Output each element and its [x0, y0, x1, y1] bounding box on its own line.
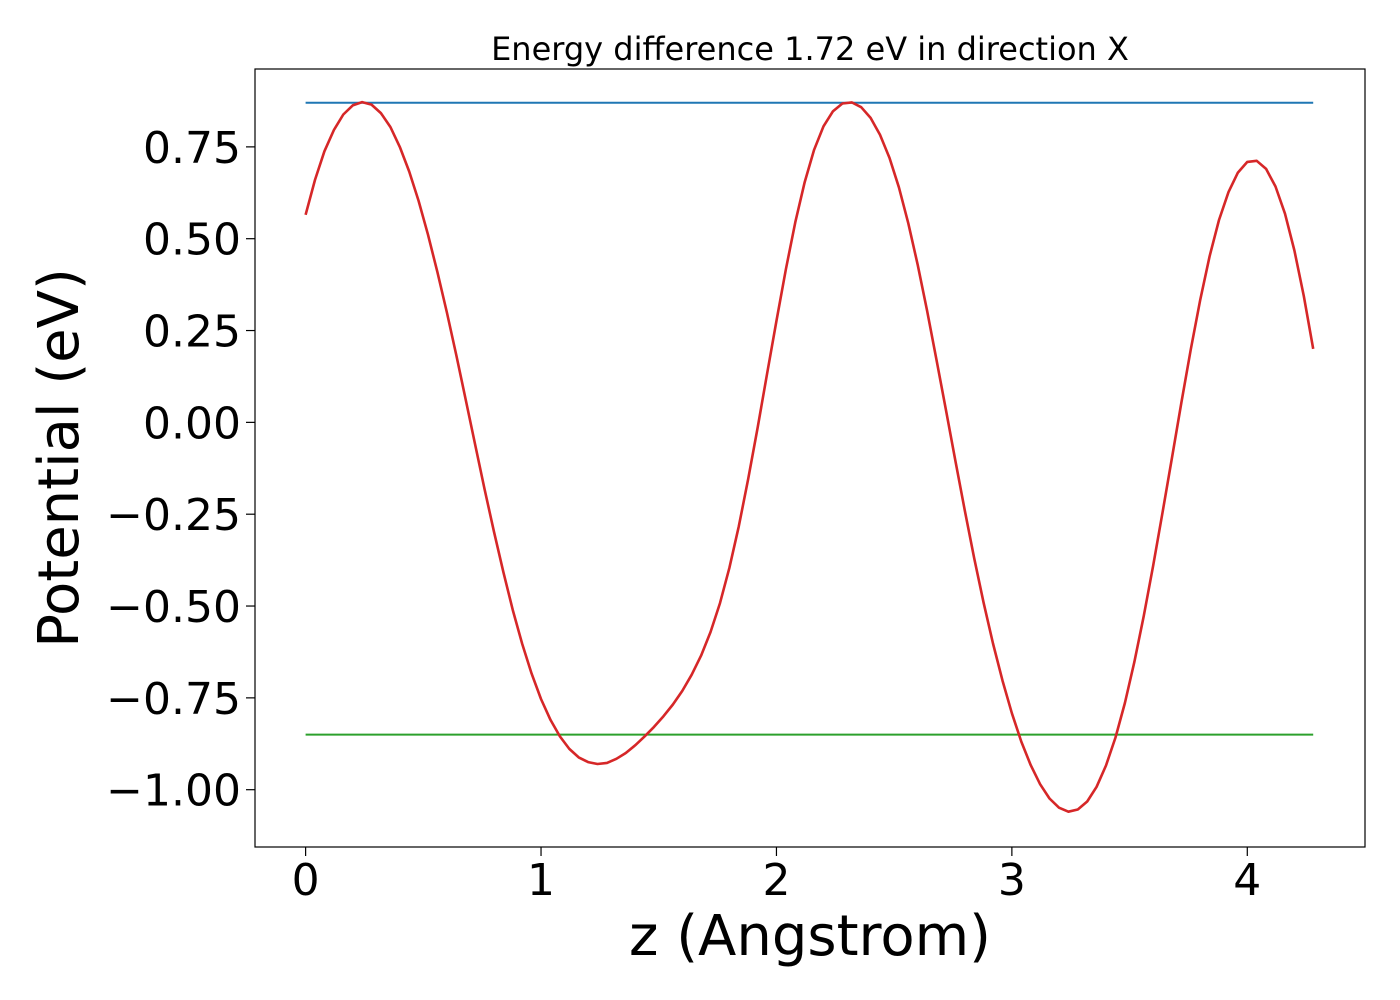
x-tick-label: 2 — [762, 855, 790, 906]
y-tick-label: −0.50 — [106, 582, 241, 633]
y-axis-label: Potential (eV) — [27, 268, 92, 648]
x-tick-label: 0 — [292, 855, 320, 906]
y-tick-label: 0.00 — [143, 398, 241, 449]
plot-frame — [254, 68, 1366, 848]
x-tick-label: 3 — [998, 855, 1026, 906]
y-tick-label: −0.25 — [106, 490, 241, 541]
y-tick-label: −1.00 — [106, 766, 241, 817]
y-tick-label: −0.75 — [106, 674, 241, 725]
y-axis-ticks: 0.75 0.50 0.25 0.00 −0.25 −0.50 −0.75 −1.00 — [106, 123, 255, 817]
y-tick-label: 0.25 — [143, 307, 241, 358]
x-axis-label: z (Angstrom) — [629, 904, 991, 969]
series-layer — [304, 100, 1315, 814]
x-tick-label: 4 — [1233, 855, 1261, 906]
series-line-3 — [304, 100, 1315, 814]
y-tick-label: 0.50 — [143, 215, 241, 266]
x-tick-label: 1 — [527, 855, 555, 906]
y-tick-label: 0.75 — [143, 123, 241, 174]
x-axis-ticks: 0 1 2 3 4 — [292, 847, 1261, 906]
chart-title: Energy difference 1.72 eV in direction X — [491, 30, 1129, 68]
